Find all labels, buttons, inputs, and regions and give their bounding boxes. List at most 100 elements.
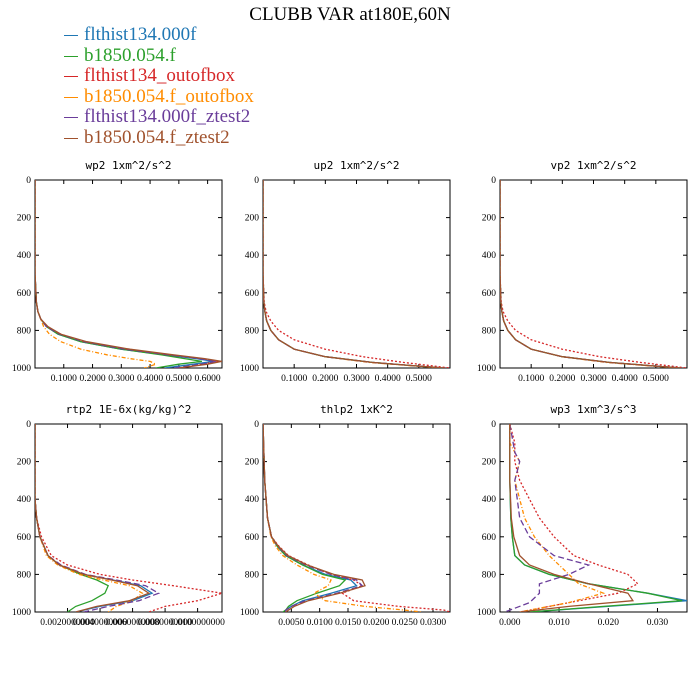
plot-frame bbox=[34, 423, 223, 613]
x-tick-label: 0.1000 bbox=[518, 374, 544, 384]
y-tick-label: 0 bbox=[491, 176, 496, 186]
subplot: wp3 1xm^3/s^3 0 200 400 600 800 10000.000 0.010… bbox=[477, 403, 688, 628]
x-tick-label: 0.1000 bbox=[51, 374, 77, 384]
legend-swatch bbox=[64, 96, 78, 98]
series-line bbox=[35, 424, 151, 612]
subplot: thlp2 1xK^2 0 200 400 600 800 1000 0.0050 0.0100… bbox=[240, 403, 451, 628]
plot-frame bbox=[262, 423, 451, 613]
x-tick-label: 0.3000 bbox=[343, 374, 369, 384]
y-tick-label: 800 bbox=[482, 570, 497, 580]
legend-item: b1850.054.f bbox=[64, 44, 254, 67]
legend-label: b1850.054.f bbox=[84, 44, 176, 66]
y-tick-label: 200 bbox=[17, 458, 32, 468]
plot-frame bbox=[499, 179, 688, 369]
subplot: rtp2 1E-6x(kg/kg)^2 0 200 400 600 800 1000 0.00… bbox=[12, 403, 225, 628]
plot-frame bbox=[34, 179, 223, 369]
y-tick-label: 400 bbox=[482, 495, 497, 505]
series-line bbox=[500, 180, 681, 368]
x-tick-label: 0.010 bbox=[548, 618, 570, 628]
legend-swatch bbox=[64, 76, 78, 78]
y-tick-label: 1000 bbox=[12, 608, 31, 618]
series-line bbox=[263, 424, 422, 612]
series-line bbox=[263, 180, 444, 368]
x-tick-label: 0.0080000000 bbox=[138, 618, 193, 628]
y-tick-label: 800 bbox=[245, 326, 260, 336]
series-line bbox=[35, 180, 214, 368]
series-line bbox=[509, 424, 683, 612]
y-tick-label: 800 bbox=[482, 326, 497, 336]
chart-title: CLUBB VAR at180E,60N bbox=[249, 4, 451, 25]
y-tick-label: 400 bbox=[245, 251, 260, 261]
series-line bbox=[509, 424, 635, 612]
legend-swatch bbox=[64, 55, 78, 57]
x-tick-label: 0.2000 bbox=[549, 374, 575, 384]
legend-item: b1850.054.f_ztest2 bbox=[64, 126, 254, 149]
x-tick-label: 0.4000 bbox=[612, 374, 638, 384]
y-tick-label: 1000 bbox=[12, 364, 31, 374]
series-line bbox=[509, 424, 639, 612]
legend-label: flthist134.000f bbox=[84, 24, 197, 45]
series-line bbox=[35, 424, 161, 612]
legend-swatch bbox=[64, 137, 78, 139]
y-tick-label: 600 bbox=[245, 289, 260, 299]
series-line bbox=[35, 180, 217, 368]
x-tick-label: 0.4000 bbox=[137, 374, 163, 384]
series-line bbox=[35, 424, 110, 612]
x-tick-label: 0.0050 bbox=[278, 618, 304, 628]
plot-frame bbox=[499, 423, 688, 613]
x-tick-label: 0.2000 bbox=[312, 374, 338, 384]
subplot: wp2 1xm^2/s^2 0 200 400 600 800 1000 0.1000 0.20… bbox=[12, 159, 223, 384]
series-line bbox=[500, 180, 681, 368]
x-tick-label: 0.1000 bbox=[281, 374, 307, 384]
legend-label: flthist134.000f_ztest2 bbox=[84, 106, 251, 127]
series-line bbox=[263, 180, 441, 368]
x-tick-label: 0.3000 bbox=[108, 374, 134, 384]
legend-item: b1850.054.f_outofbox bbox=[64, 85, 254, 108]
x-tick-label: 0.0100 bbox=[307, 618, 333, 628]
subplot-title: up2 1xm^2/s^2 bbox=[313, 159, 399, 172]
y-tick-label: 600 bbox=[17, 289, 32, 299]
series-line bbox=[35, 180, 158, 368]
y-tick-label: 800 bbox=[17, 570, 32, 580]
subplot-title: wp3 1xm^3/s^3 bbox=[550, 403, 636, 416]
legend-item: flthist134.000f bbox=[64, 24, 254, 46]
y-tick-label: 1000 bbox=[240, 364, 259, 374]
x-tick-label: 0.5000 bbox=[406, 374, 432, 384]
subplot: up2 1xm^2/s^2 0 200 400 600 800 1000 0.1000 0.20… bbox=[240, 159, 451, 384]
subplot: vp2 1xm^2/s^2 0 200 400 600 800 1000 0.1000 0.20… bbox=[477, 159, 688, 384]
series-line bbox=[500, 180, 678, 368]
y-tick-label: 1000 bbox=[477, 608, 496, 618]
x-tick-label: 0.0100000000 bbox=[170, 618, 225, 628]
series-line bbox=[504, 424, 591, 612]
legend-label: b1850.054.f_ztest2 bbox=[84, 126, 230, 148]
y-tick-label: 200 bbox=[17, 214, 32, 224]
legend-swatch bbox=[64, 35, 78, 37]
y-tick-label: 400 bbox=[17, 495, 32, 505]
legend-label: b1850.054.f_outofbox bbox=[84, 85, 254, 107]
y-tick-label: 600 bbox=[482, 289, 497, 299]
series-line bbox=[263, 180, 444, 368]
series-line bbox=[263, 180, 450, 368]
series-line bbox=[500, 180, 681, 368]
series-line bbox=[35, 180, 220, 368]
legend-swatch bbox=[64, 117, 78, 119]
x-tick-label: 0.0250 bbox=[392, 618, 418, 628]
series-line bbox=[35, 424, 222, 612]
y-tick-label: 600 bbox=[482, 533, 497, 543]
y-tick-label: 1000 bbox=[477, 364, 496, 374]
series-line bbox=[500, 180, 681, 368]
series-line bbox=[509, 424, 687, 612]
series-line bbox=[263, 180, 444, 368]
y-tick-label: 400 bbox=[482, 251, 497, 261]
series-line bbox=[509, 424, 606, 612]
y-tick-label: 0 bbox=[26, 420, 31, 430]
series-line bbox=[263, 424, 364, 612]
legend-item: flthist134.000f_ztest2 bbox=[64, 106, 254, 128]
series-line bbox=[263, 424, 358, 612]
series-line bbox=[35, 180, 222, 368]
series-line bbox=[35, 424, 144, 612]
legend-item: flthist134_outofbox bbox=[64, 65, 254, 87]
y-tick-label: 400 bbox=[245, 495, 260, 505]
x-tick-label: 0.6000 bbox=[195, 374, 221, 384]
legend-label: flthist134_outofbox bbox=[84, 65, 235, 86]
